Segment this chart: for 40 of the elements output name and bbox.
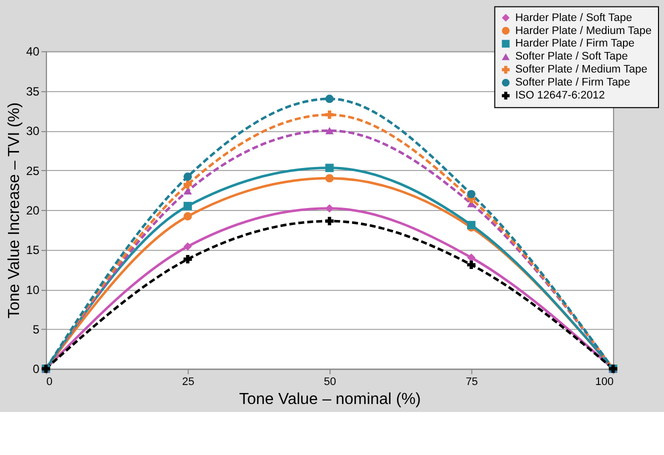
point [325, 94, 334, 104]
point [467, 190, 476, 198]
point [325, 174, 334, 182]
point [184, 242, 192, 251]
point [184, 212, 192, 221]
point [184, 180, 192, 189]
point [184, 172, 192, 181]
legend-label: Softer Plate / Firm Tape [515, 76, 630, 89]
legend-label: Harder Plate / Firm Tape [515, 38, 635, 50]
y-tick-label: 20 [26, 203, 40, 218]
x-axis-title: Tone Value – nominal (%) [239, 391, 421, 408]
legend-label: Harder Plate / Soft Tape [515, 12, 632, 24]
y-tick-label: 15 [26, 243, 40, 258]
point [467, 220, 476, 230]
y-axis-title: Tone Value Increase – TVI (%) [6, 102, 24, 318]
legend-label: Harder Plate / Medium Tape [515, 24, 652, 37]
legend-label: ISO 12647-6:2012 [515, 90, 605, 102]
legend-label: Softer Plate / Medium Tape [515, 64, 648, 76]
point [184, 202, 192, 210]
point [467, 260, 476, 269]
point [325, 164, 334, 172]
point [325, 110, 334, 119]
y-tick-label: 30 [26, 124, 40, 138]
point [325, 126, 334, 134]
point [325, 204, 334, 213]
point [467, 253, 476, 262]
x-tick-label: 100 [595, 376, 614, 388]
y-tick-label: 35 [26, 84, 40, 98]
y-tick-label: 25 [26, 164, 40, 178]
point [325, 216, 334, 226]
x-tick-label: 25 [182, 376, 194, 388]
point [184, 255, 192, 264]
y-tick-label: 5 [32, 322, 40, 337]
x-tick-label: 50 [324, 376, 336, 388]
x-tick-label: 0 [46, 376, 53, 388]
y-tick-label: 40 [26, 44, 40, 59]
x-tick-label: 75 [466, 376, 478, 388]
y-tick-label: 10 [26, 282, 40, 297]
legend-label: Softer Plate / Soft Tape [515, 50, 628, 63]
y-tick-label: 0 [32, 362, 40, 376]
